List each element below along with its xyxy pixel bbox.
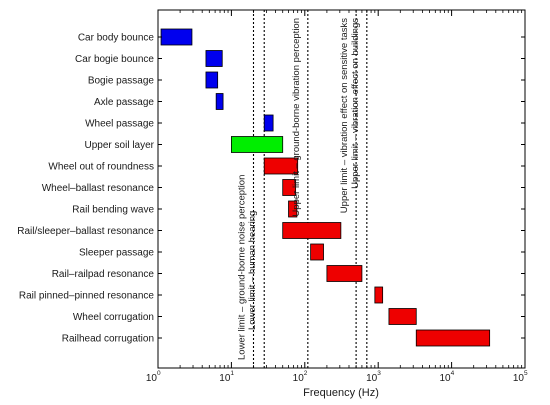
x-tick-exponent: 0 bbox=[157, 370, 161, 377]
range-bar bbox=[388, 308, 417, 325]
range-bar bbox=[288, 200, 298, 218]
category-label: Railhead corrugation bbox=[62, 334, 154, 345]
category-label: Wheel out of roundness bbox=[48, 162, 154, 173]
annotation-label: Lower limit – human hearing bbox=[247, 211, 258, 330]
category-label: Axle passage bbox=[94, 97, 154, 108]
x-tick-exponent: 1 bbox=[230, 370, 234, 377]
range-bar bbox=[282, 222, 342, 239]
category-label: Car body bounce bbox=[78, 33, 155, 44]
annotation-label: Upper limit – vibration effect on buildi… bbox=[350, 18, 361, 189]
category-labels: Car body bounce Car bogie bounce Bogie pas… bbox=[17, 33, 154, 345]
range-bar bbox=[230, 136, 284, 153]
category-label: Upper soil layer bbox=[85, 140, 155, 151]
x-tick-exponent: 2 bbox=[304, 370, 308, 377]
x-axis-ticks: 10 0 10 1 10 2 10 3 10 4 10 5 bbox=[146, 10, 528, 384]
plot-area-frame bbox=[157, 9, 526, 369]
category-label: Wheel passage bbox=[85, 119, 154, 130]
range-bar bbox=[282, 179, 297, 196]
annotation-label: Upper limit – vibration effect on sensit… bbox=[339, 18, 350, 213]
x-axis-title: Frequency (Hz) bbox=[303, 387, 379, 399]
category-label: Wheel–ballast resonance bbox=[42, 183, 155, 194]
x-tick-label: 10 bbox=[439, 373, 451, 384]
annotation-labels: Lower limit – ground-borne noise percept… bbox=[236, 18, 360, 360]
y-axis-ticks bbox=[158, 36, 525, 339]
range-bar bbox=[263, 157, 299, 175]
range-bar bbox=[374, 286, 384, 304]
x-tick-label: 10 bbox=[146, 373, 158, 384]
category-label: Rail pinned–pinned resonance bbox=[19, 291, 155, 302]
category-label: Bogie passage bbox=[88, 76, 155, 87]
category-label: Car bogie bounce bbox=[75, 54, 154, 65]
range-bar bbox=[205, 71, 219, 89]
range-bar bbox=[205, 50, 223, 67]
category-label: Rail bending wave bbox=[72, 205, 154, 216]
range-bar bbox=[326, 265, 363, 282]
x-tick-exponent: 4 bbox=[451, 370, 455, 377]
range-bar bbox=[263, 114, 274, 132]
annotation-label: Upper limit – ground-borne vibration per… bbox=[291, 18, 302, 217]
annotation-label: Lower limit – ground-borne noise percept… bbox=[236, 175, 247, 360]
category-label: Sleeper passage bbox=[79, 248, 154, 259]
x-tick-exponent: 5 bbox=[524, 370, 528, 377]
x-tick-label: 10 bbox=[219, 373, 231, 384]
range-bar bbox=[415, 329, 491, 347]
category-label: Rail–railpad resonance bbox=[52, 269, 155, 280]
x-tick-label: 10 bbox=[513, 373, 525, 384]
range-bars bbox=[160, 28, 491, 347]
x-tick-label: 10 bbox=[293, 373, 305, 384]
range-bar bbox=[160, 28, 193, 46]
x-tick-exponent: 3 bbox=[377, 370, 381, 377]
range-bar bbox=[310, 243, 324, 261]
category-label: Rail/sleeper–ballast resonance bbox=[17, 226, 154, 237]
category-label: Wheel corrugation bbox=[73, 312, 154, 323]
range-bar bbox=[215, 93, 224, 110]
x-tick-label: 10 bbox=[366, 373, 378, 384]
